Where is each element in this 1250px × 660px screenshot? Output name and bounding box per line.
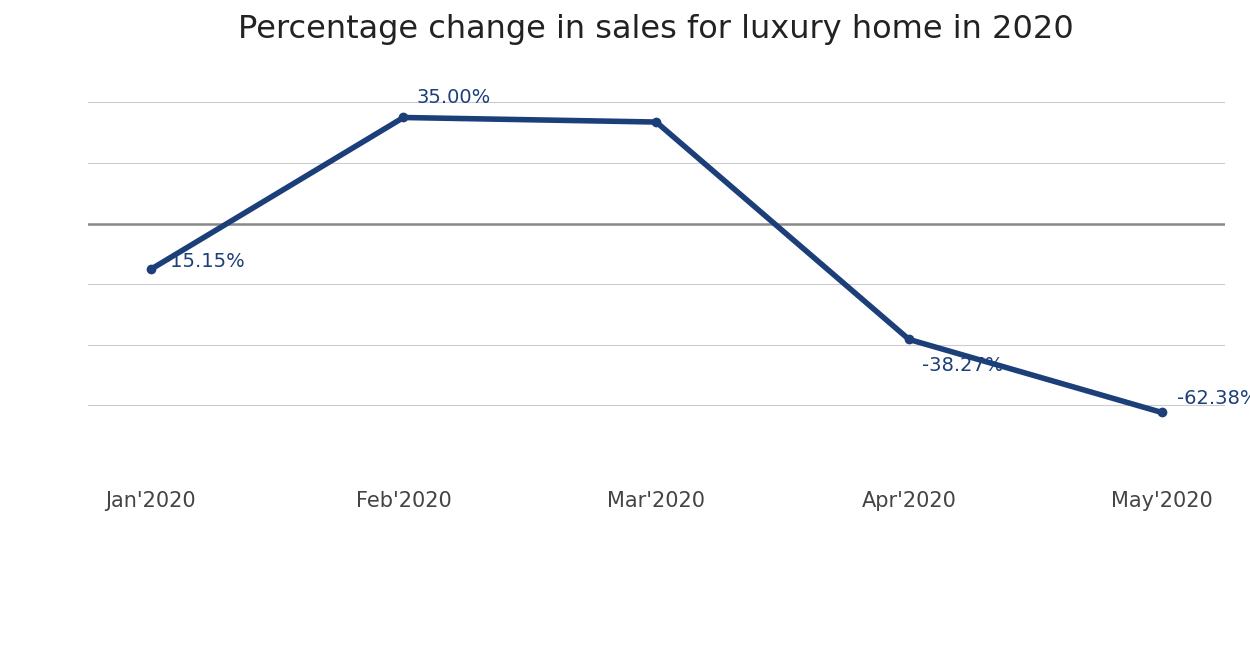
Text: -15.15%: -15.15%: [164, 252, 245, 271]
Text: 35.00%: 35.00%: [416, 88, 490, 107]
Text: -62.38%: -62.38%: [1178, 389, 1250, 409]
Text: -38.27%: -38.27%: [921, 356, 1004, 375]
Title: Percentage change in sales for luxury home in 2020: Percentage change in sales for luxury ho…: [239, 15, 1074, 46]
Text: roomvu: roomvu: [1020, 604, 1211, 647]
